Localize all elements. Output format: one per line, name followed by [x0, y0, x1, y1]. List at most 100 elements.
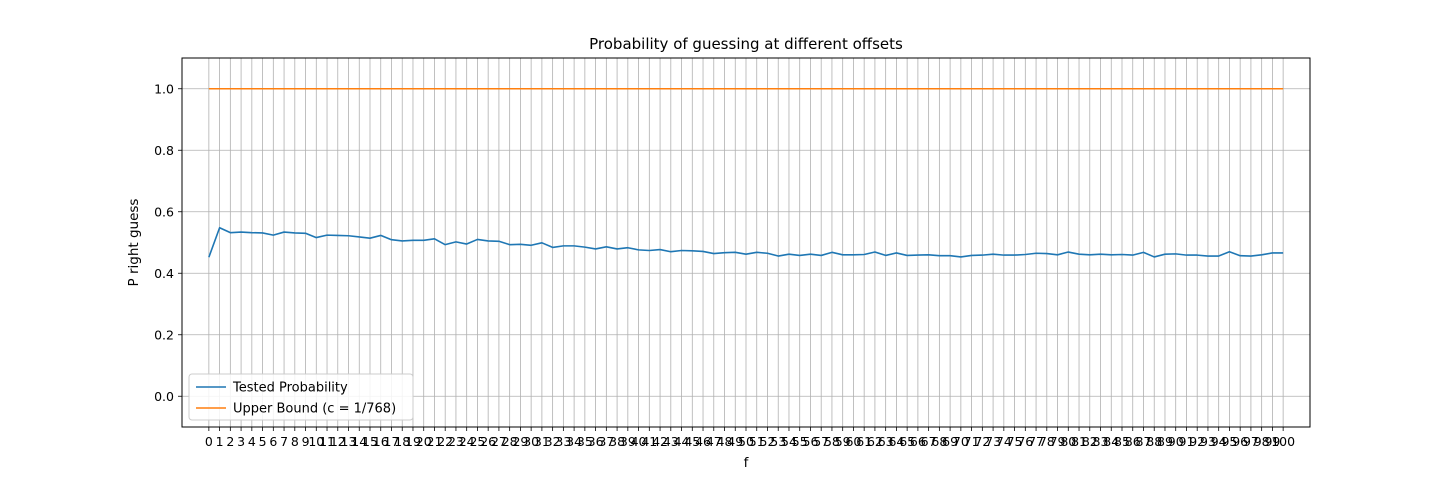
x-axis-label: f	[744, 455, 750, 471]
x-tick-label: 46	[695, 434, 711, 449]
x-tick-label: 34	[566, 434, 582, 449]
x-tick-label: 33	[555, 434, 571, 449]
x-tick-label: 22	[437, 434, 453, 449]
x-tick-label: 45	[684, 434, 700, 449]
x-tick-label: 27	[491, 434, 507, 449]
x-tick-label: 88	[1146, 434, 1162, 449]
y-tick-label: 0.0	[154, 389, 174, 404]
x-tick-label: 51	[749, 434, 765, 449]
legend-label-tested-probability: Tested Probability	[232, 381, 348, 396]
x-tick-label: 18	[394, 434, 410, 449]
x-tick-label: 85	[1114, 434, 1130, 449]
x-tick-label: 94	[1211, 434, 1227, 449]
x-tick-label: 80	[1060, 434, 1076, 449]
x-tick-label: 83	[1093, 434, 1109, 449]
x-tick-label: 49	[727, 434, 743, 449]
x-tick-label: 77	[1028, 434, 1044, 449]
grid	[182, 58, 1310, 427]
chart-title: Probability of guessing at different off…	[589, 35, 903, 53]
x-tick-label: 86	[1125, 434, 1141, 449]
x-tick-label: 68	[931, 434, 947, 449]
x-tick-label: 66	[910, 434, 926, 449]
x-tick-label: 1	[216, 434, 224, 449]
x-tick-label: 64	[888, 434, 904, 449]
y-tick-label: 0.8	[154, 143, 174, 158]
legend-box	[188, 373, 414, 421]
x-tick-label: 0	[205, 434, 213, 449]
x-tick-label: 70	[953, 434, 969, 449]
x-tick-label: 63	[878, 434, 894, 449]
x-tick-label: 73	[985, 434, 1001, 449]
y-tick-label: 0.2	[154, 327, 174, 342]
x-tick-label: 20	[416, 434, 432, 449]
x-tick-label: 54	[781, 434, 797, 449]
x-tick-label: 87	[1136, 434, 1152, 449]
x-tick-label: 43	[663, 434, 679, 449]
y-tick-label: 0.4	[154, 266, 174, 281]
x-tick-label: 35	[577, 434, 593, 449]
x-tick-label: 41	[641, 434, 657, 449]
x-tick-label: 17	[384, 434, 400, 449]
x-tick-label: 58	[824, 434, 840, 449]
x-tick-label: 79	[1050, 434, 1066, 449]
x-tick-label: 28	[502, 434, 518, 449]
x-tick-label: 61	[856, 434, 872, 449]
x-tick-label: 75	[1007, 434, 1023, 449]
x-tick-label: 60	[845, 434, 861, 449]
x-tick-label: 100	[1271, 434, 1295, 449]
x-tick-label: 12	[330, 434, 346, 449]
x-tick-label: 2	[226, 434, 234, 449]
x-tick-label: 38	[609, 434, 625, 449]
x-tick-label: 91	[1179, 434, 1195, 449]
x-tick-label: 56	[803, 434, 819, 449]
x-tick-label: 62	[867, 434, 883, 449]
x-tick-label: 96	[1232, 434, 1248, 449]
x-tick-label: 37	[598, 434, 614, 449]
y-tick-label: 1.0	[154, 81, 174, 96]
x-tick-label: 55	[792, 434, 808, 449]
x-tick-label: 72	[974, 434, 990, 449]
x-tick-label: 19	[405, 434, 421, 449]
x-tick-label: 57	[813, 434, 829, 449]
x-tick-label: 14	[351, 434, 367, 449]
x-tick-label: 11	[319, 434, 335, 449]
x-tick-label: 92	[1189, 434, 1205, 449]
x-tick-label: 82	[1082, 434, 1098, 449]
x-tick-label: 25	[469, 434, 485, 449]
x-tick-label: 39	[620, 434, 636, 449]
x-tick-label: 52	[760, 434, 776, 449]
x-tick-label: 13	[341, 434, 357, 449]
x-tick-label: 97	[1243, 434, 1259, 449]
x-tick-label: 50	[738, 434, 754, 449]
x-tick-label: 89	[1157, 434, 1173, 449]
x-tick-label: 65	[899, 434, 915, 449]
x-tick-label: 67	[921, 434, 937, 449]
x-tick-label: 81	[1071, 434, 1087, 449]
x-tick-label: 36	[588, 434, 604, 449]
x-tick-label: 53	[770, 434, 786, 449]
x-tick-label: 26	[480, 434, 496, 449]
x-tick-label: 23	[448, 434, 464, 449]
x-tick-label: 90	[1168, 434, 1184, 449]
x-tick-label: 3	[237, 434, 245, 449]
x-tick-label: 10	[308, 434, 324, 449]
x-tick-label: 59	[835, 434, 851, 449]
series-lines	[208, 87, 1284, 258]
x-tick-label: 21	[427, 434, 443, 449]
x-tick-label: 7	[280, 434, 288, 449]
x-tick-label: 74	[996, 434, 1012, 449]
x-tick-label: 24	[459, 434, 475, 449]
x-tick-label: 47	[706, 434, 722, 449]
x-tick-label: 99	[1264, 434, 1280, 449]
x-tick-label: 48	[717, 434, 733, 449]
x-tick-label: 31	[534, 434, 550, 449]
x-tick-label: 9	[302, 434, 310, 449]
x-tick-label: 98	[1254, 434, 1270, 449]
x-tick-label: 44	[674, 434, 690, 449]
y-axis-label: P right guess	[126, 199, 142, 287]
x-tick-label: 40	[631, 434, 647, 449]
x-tick-label: 76	[1017, 434, 1033, 449]
axis-ticks: 0 1 2 3 4 5 6 7 8 9101112131415161718192021222324…	[154, 81, 1295, 449]
series-line-0	[208, 226, 1284, 258]
x-tick-label: 16	[373, 434, 389, 449]
